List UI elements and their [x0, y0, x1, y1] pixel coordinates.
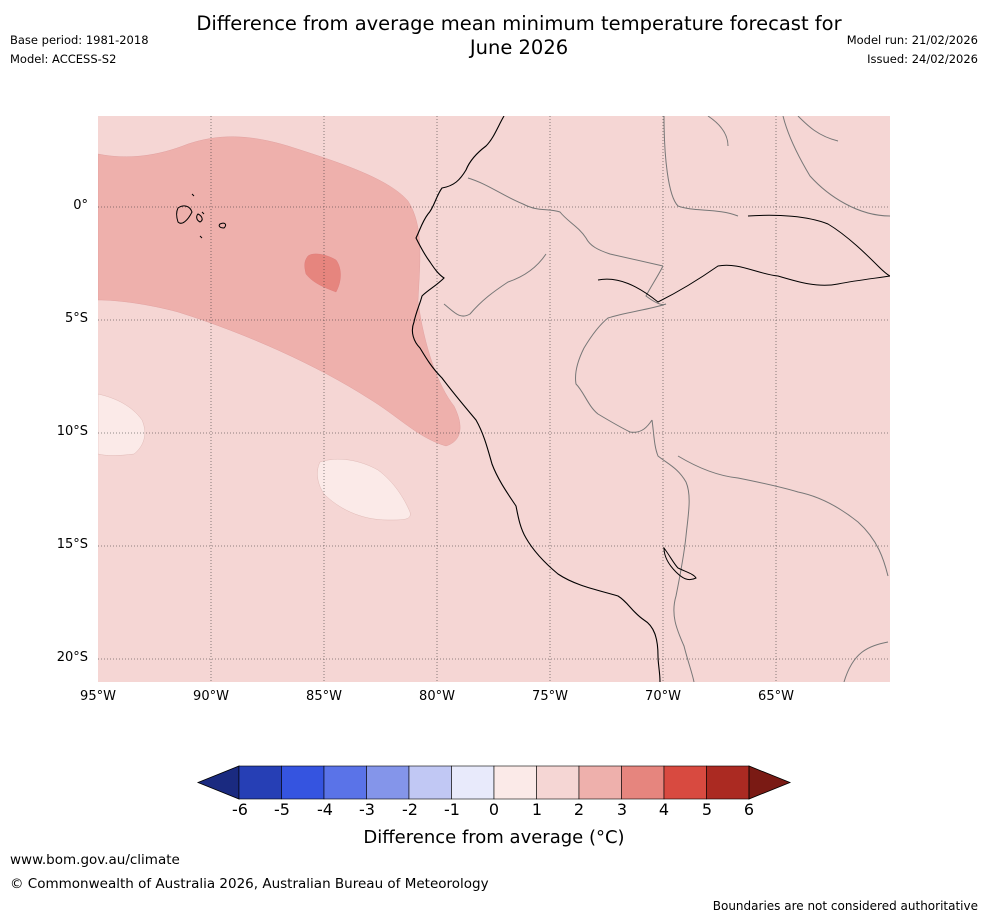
- colorbar-tick: 4: [658, 800, 670, 819]
- lat-label-5s: 5°S: [64, 311, 88, 326]
- colorbar-tick: 6: [743, 800, 755, 819]
- country-borders: [443, 116, 890, 682]
- colorbar-tick: -6: [232, 800, 248, 819]
- anomaly-region-3-4: [304, 253, 341, 293]
- colorbar-tick: 5: [701, 800, 713, 819]
- colorbar-cell: [451, 765, 495, 800]
- colorbar-cell: [238, 765, 282, 800]
- coastline: [411, 116, 661, 682]
- colorbar-extend-high: [748, 765, 792, 800]
- colorbar-tick: 2: [573, 800, 585, 819]
- colorbar-tick: -1: [444, 800, 460, 819]
- title-line-2: June 2026: [469, 36, 569, 59]
- lat-label-0: 0°: [73, 198, 88, 213]
- colorbar-cell: [366, 765, 410, 800]
- lat-label-10s: 10°S: [56, 424, 88, 439]
- colorbar-tick: -2: [402, 800, 418, 819]
- footer-disclaimer: Boundaries are not considered authoritat…: [712, 899, 978, 913]
- base-period-text: Base period: 1981-2018: [10, 33, 149, 47]
- colorbar-cell: [323, 765, 367, 800]
- lon-label-90w: 90°W: [193, 689, 229, 704]
- colorbar-tick: -3: [359, 800, 375, 819]
- colorbar-extend-low: [196, 765, 240, 800]
- colorbar: [196, 765, 792, 800]
- lat-label-20s: 20°S: [56, 650, 88, 665]
- rio-negro: [747, 214, 890, 277]
- colorbar-cell: [621, 765, 665, 800]
- colorbar-cell: [706, 765, 750, 800]
- model-text: Model: ACCESS-S2: [10, 52, 117, 66]
- model-run-text: Model run: 21/02/2026: [846, 33, 978, 47]
- anomaly-region-0-1-central: [317, 459, 411, 521]
- graticule: [98, 116, 890, 682]
- anomaly-region-2-3: [98, 136, 461, 447]
- colorbar-cells: [196, 765, 792, 800]
- colorbar-cell: [578, 765, 622, 800]
- colorbar-cell: [663, 765, 707, 800]
- title-line-1: Difference from average mean minimum tem…: [196, 12, 842, 35]
- galapagos-islands: [176, 193, 227, 239]
- lake-titicaca: [663, 546, 697, 581]
- footer-url[interactable]: www.bom.gov.au/climate: [10, 852, 180, 868]
- lon-label-80w: 80°W: [419, 689, 455, 704]
- colorbar-cell: [493, 765, 537, 800]
- colorbar-cell: [408, 765, 452, 800]
- map-svg: [98, 116, 890, 682]
- colorbar-tick: -4: [317, 800, 333, 819]
- anomaly-region-0-1-west: [98, 393, 145, 456]
- lon-label-95w: 95°W: [80, 689, 116, 704]
- colorbar-cell: [281, 765, 325, 800]
- lon-label-65w: 65°W: [758, 689, 794, 704]
- colorbar-tick: 3: [616, 800, 628, 819]
- page-title: Difference from average mean minimum tem…: [150, 12, 888, 60]
- colorbar-label: Difference from average (°C): [363, 827, 625, 848]
- footer-copyright: © Commonwealth of Australia 2026, Austra…: [10, 876, 489, 892]
- issued-text: Issued: 24/02/2026: [867, 52, 978, 66]
- forecast-map[interactable]: [98, 116, 890, 682]
- colorbar-cell: [536, 765, 580, 800]
- lat-label-15s: 15°S: [56, 537, 88, 552]
- lon-label-70w: 70°W: [645, 689, 681, 704]
- lon-label-75w: 75°W: [532, 689, 568, 704]
- colorbar-tick: -5: [274, 800, 290, 819]
- lon-label-85w: 85°W: [306, 689, 342, 704]
- colorbar-tick: 1: [531, 800, 543, 819]
- amazon-river: [597, 264, 890, 303]
- colorbar-tick: 0: [488, 800, 500, 819]
